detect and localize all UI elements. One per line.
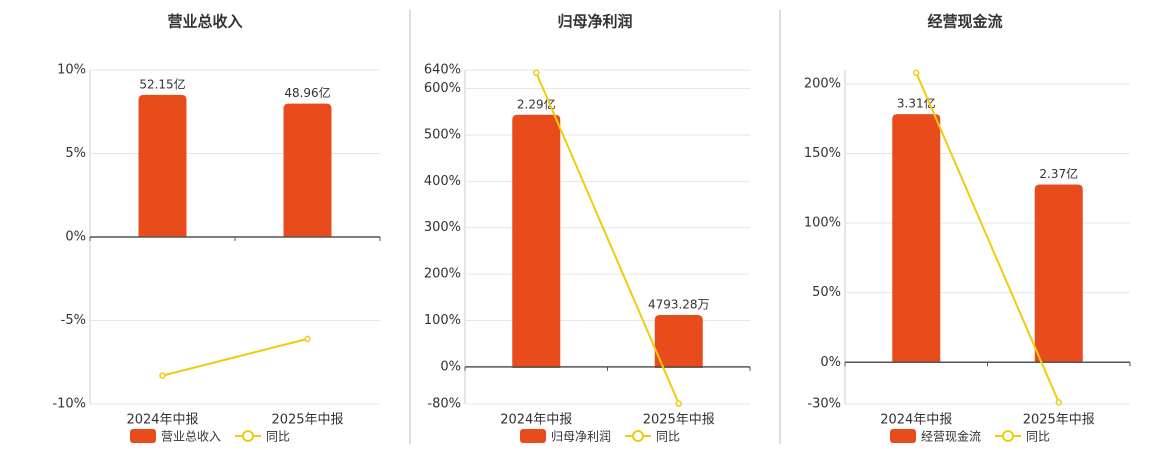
- legend-label: 经营现金流: [921, 429, 981, 444]
- y-tick-label: 200%: [424, 267, 461, 282]
- y-tick-label: 50%: [812, 285, 841, 300]
- x-tick-label: 2025年中报: [271, 413, 343, 428]
- legend-label: 同比: [656, 430, 680, 444]
- bar: [138, 94, 187, 238]
- value-label: 2.37亿: [1039, 166, 1078, 181]
- legend-label: 营业总收入: [161, 430, 221, 444]
- y-tick-label: 400%: [424, 174, 461, 189]
- legend-label: 归母净利润: [551, 430, 611, 444]
- legend-label: 同比: [266, 430, 290, 444]
- y-tick-label: 100%: [424, 313, 461, 328]
- legend-swatch: [890, 429, 916, 443]
- y-tick-label: 500%: [424, 127, 461, 142]
- legend-swatch: [632, 430, 644, 442]
- chart-title: 经营现金流: [927, 13, 1002, 31]
- line-point: [533, 69, 540, 77]
- y-tick-label: -80%: [427, 397, 461, 412]
- chart-title: 营业总收入: [167, 13, 242, 31]
- bar: [892, 114, 941, 363]
- y-tick-label: 640%: [424, 63, 461, 78]
- line-point: [913, 69, 920, 77]
- bar: [654, 314, 703, 368]
- y-tick-label: 0%: [820, 355, 841, 370]
- value-label: 4793.28万: [648, 297, 710, 311]
- y-tick-label: 100%: [804, 216, 841, 231]
- line-point: [304, 335, 311, 343]
- legend-label: 同比: [1026, 430, 1050, 444]
- x-tick-label: 2024年中报: [126, 413, 198, 428]
- chart-title: 归母净利润: [557, 13, 632, 31]
- legend-swatch: [520, 429, 546, 443]
- bar: [1034, 184, 1083, 363]
- y-tick-label: 0%: [65, 230, 86, 245]
- y-tick-label: 300%: [424, 220, 461, 235]
- y-tick-label: -10%: [52, 397, 86, 412]
- legend-swatch: [242, 430, 254, 442]
- legend-swatch: [130, 429, 156, 443]
- line: [915, 72, 1060, 403]
- y-tick-label: -30%: [807, 397, 841, 412]
- y-tick-label: 10%: [57, 63, 86, 78]
- value-label: 3.31亿: [897, 96, 936, 111]
- x-tick-label: 2024年中报: [880, 413, 952, 428]
- y-tick-label: 600%: [424, 81, 461, 96]
- y-tick-label: 150%: [804, 146, 841, 161]
- x-tick-label: 2024年中报: [500, 413, 572, 428]
- line: [535, 72, 680, 404]
- line-point: [1055, 399, 1062, 406]
- x-tick-label: 2025年中报: [643, 413, 715, 428]
- x-tick-label: 2025年中报: [1023, 413, 1095, 428]
- y-tick-label: 5%: [65, 146, 86, 161]
- y-tick-label: 200%: [804, 76, 841, 91]
- line: [162, 337, 308, 377]
- bar: [512, 114, 561, 368]
- value-label: 52.15亿: [139, 76, 185, 91]
- line-point: [159, 372, 166, 379]
- bar: [283, 103, 332, 237]
- value-label: 48.96亿: [284, 85, 330, 100]
- legend-swatch: [1002, 430, 1014, 442]
- value-label: 2.29亿: [517, 96, 556, 111]
- y-tick-label: -5%: [61, 313, 86, 328]
- y-tick-label: 0%: [440, 359, 461, 374]
- line-point: [675, 400, 682, 407]
